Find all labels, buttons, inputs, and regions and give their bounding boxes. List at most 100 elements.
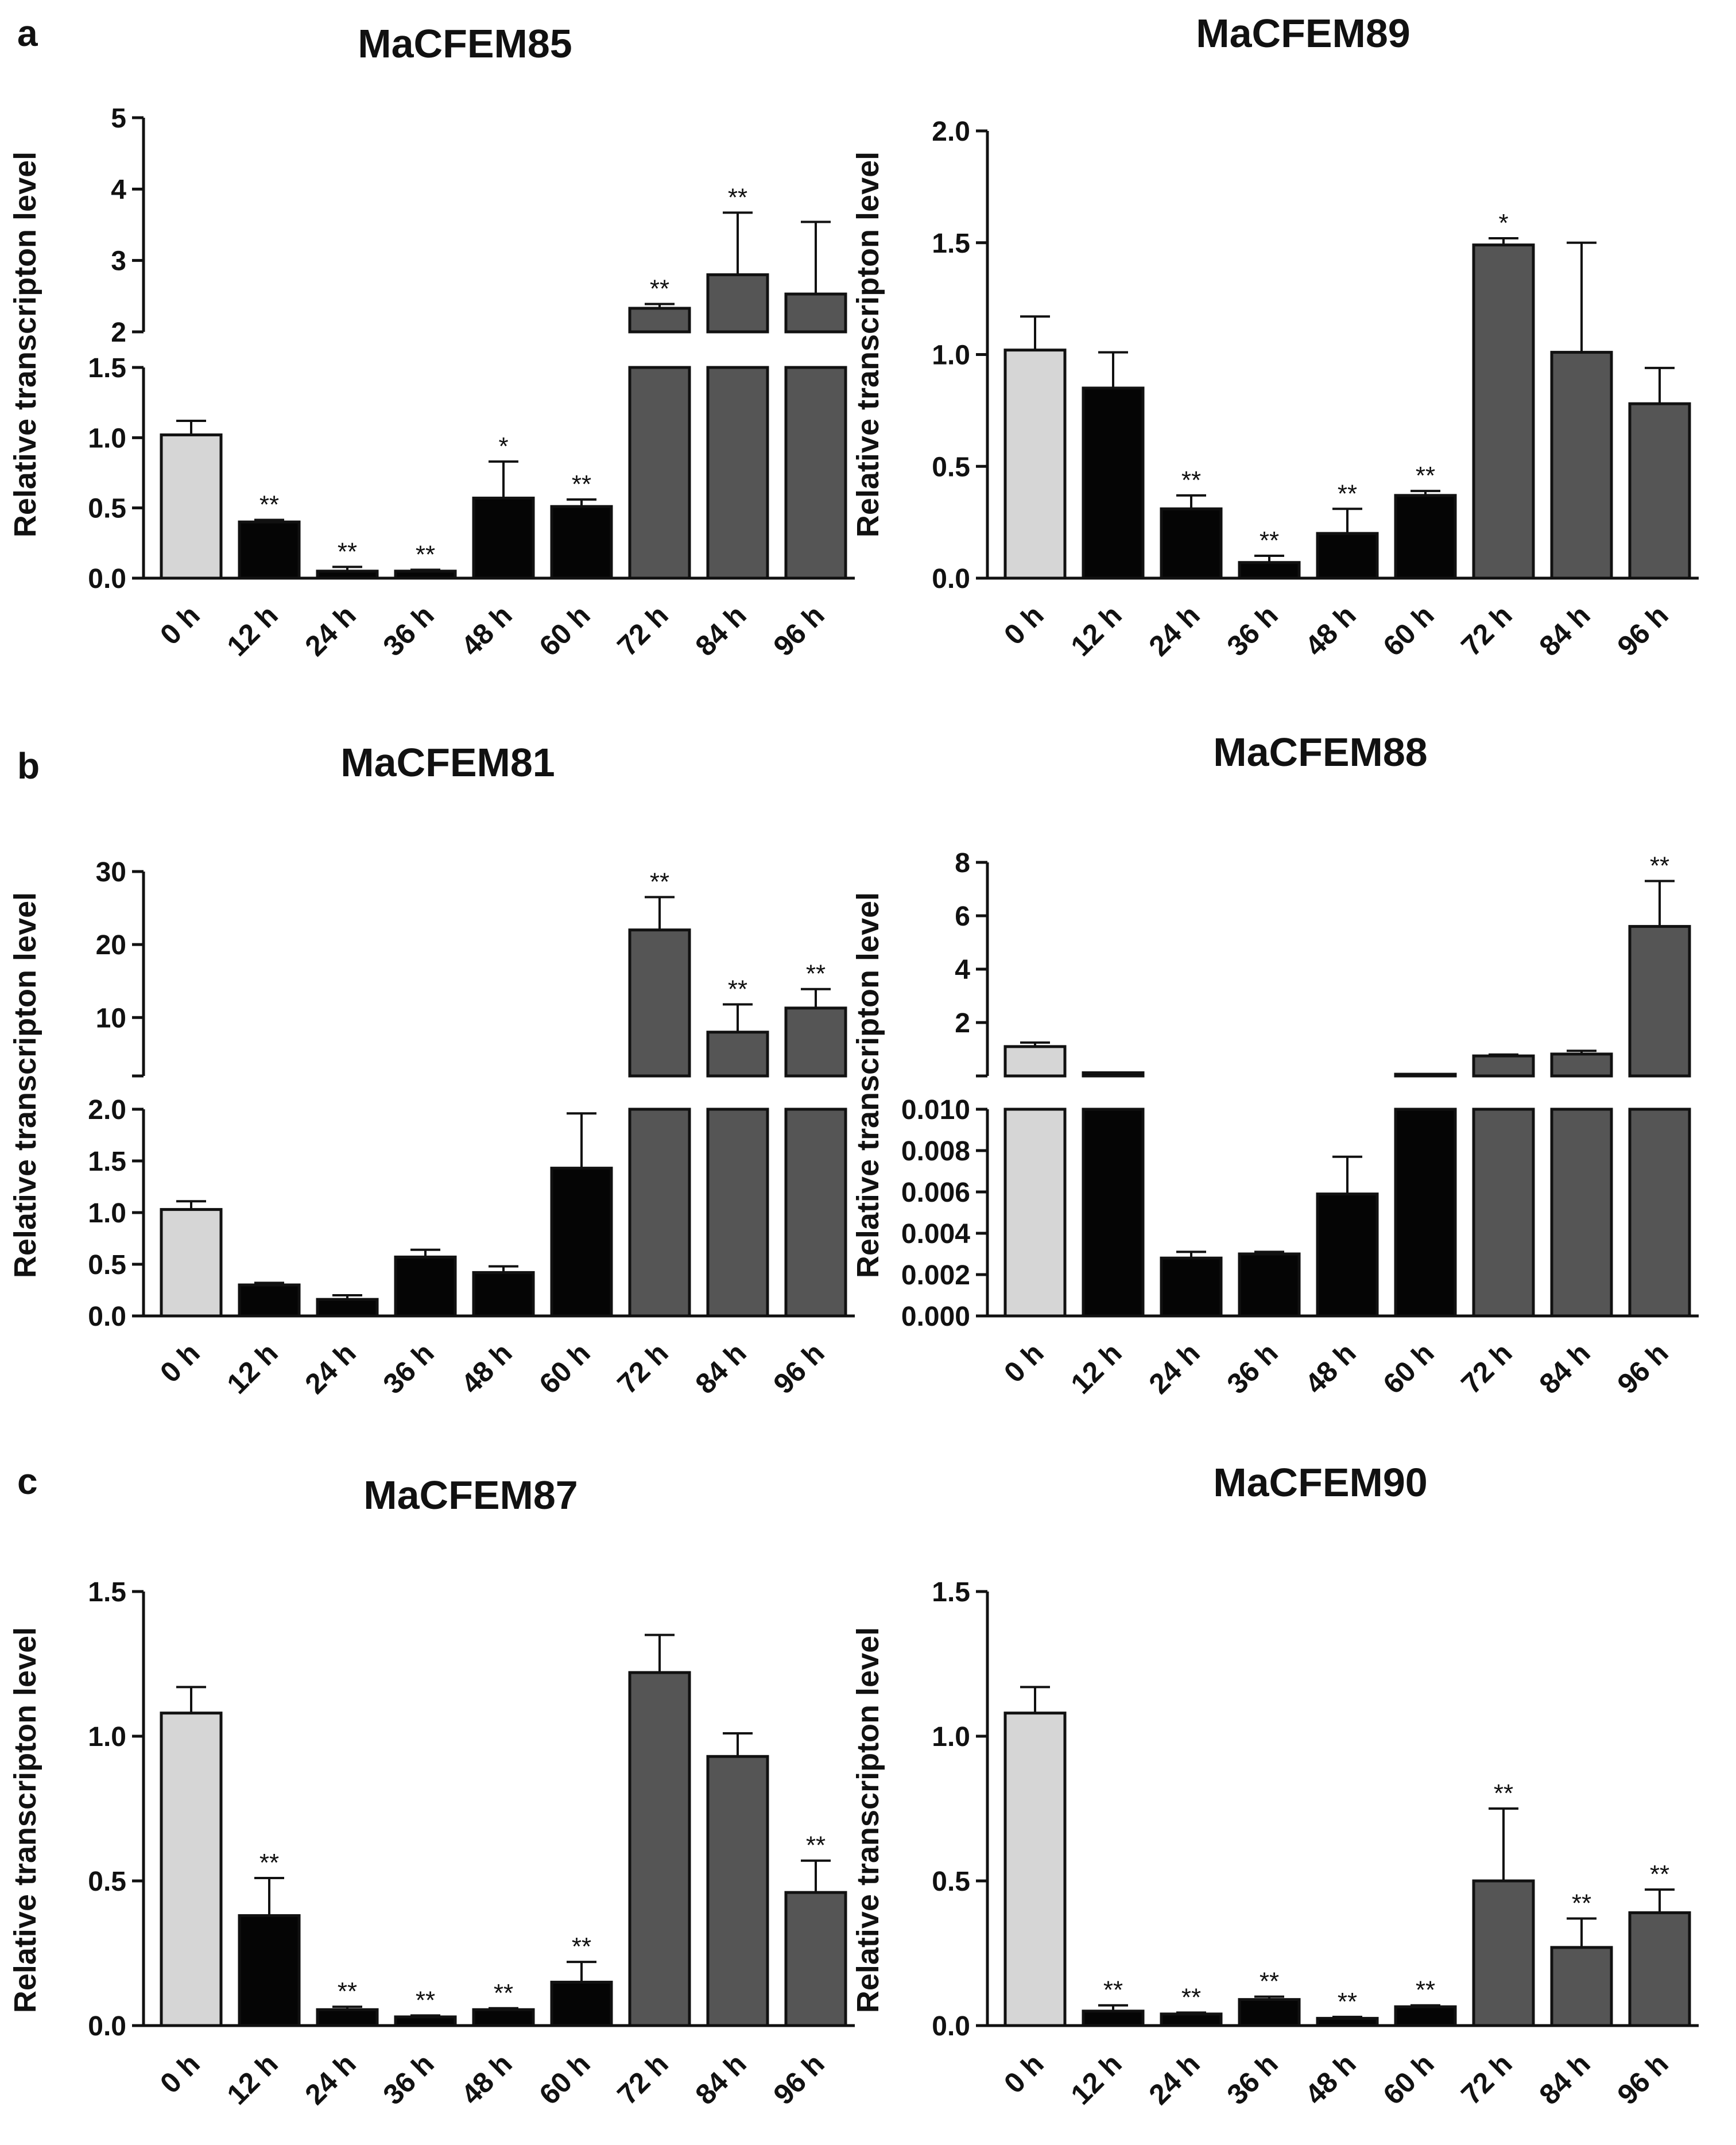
significance-label: ** [1416, 462, 1435, 490]
significance-label: ** [728, 183, 747, 211]
bar-48h [1316, 532, 1379, 580]
y-tick-label: 1.0 [88, 423, 126, 454]
bar-36h [1238, 561, 1301, 580]
bar-72h-upper [628, 307, 691, 334]
bar-24h [1160, 1256, 1223, 1318]
bar-72h [628, 1671, 691, 2027]
bar-12h [238, 1283, 301, 1318]
bar-12h [1082, 2010, 1145, 2027]
y-tick-label: 1.5 [88, 353, 126, 384]
bar-96h-upper [1628, 925, 1691, 1078]
bar-96h-lower [784, 366, 847, 580]
bar-60h [550, 1167, 613, 1318]
bar-48h [472, 497, 535, 580]
bar-12h [1082, 386, 1145, 580]
bar-24h [316, 2008, 379, 2027]
y-tick-label: 0.5 [88, 1867, 126, 1897]
significance-label: ** [1494, 1779, 1513, 1807]
bar-84h-upper [1550, 1052, 1613, 1078]
y-tick-label: 0.008 [901, 1136, 970, 1167]
significance-label: ** [1416, 1976, 1435, 2004]
y-tick-label: 0.006 [901, 1178, 970, 1208]
y-tick-label: 1.0 [932, 1722, 970, 1752]
y-tick-label: 1.5 [932, 229, 970, 259]
significance-label: ** [259, 490, 279, 518]
significance-label: ** [1650, 1860, 1669, 1888]
bar-48h [1316, 2016, 1379, 2027]
bar-36h [394, 1255, 457, 1318]
y-tick-label: 1.0 [88, 1722, 126, 1752]
significance-label: ** [1572, 1890, 1591, 1918]
y-tick-label: 6 [955, 901, 970, 932]
y-tick-label: 2 [955, 1008, 970, 1039]
bar-0h [1003, 1712, 1067, 2027]
y-axis-label: Relative transcripton level [8, 1627, 42, 2013]
bar-36h [394, 570, 457, 580]
y-tick-label: 3 [111, 246, 126, 277]
y-tick-label: 1.5 [88, 1147, 126, 1177]
bar-12h [238, 520, 301, 580]
y-tick-label: 1.5 [932, 1577, 970, 1608]
y-tick-label: 5 [111, 103, 126, 134]
bar-96h-lower [1628, 1108, 1691, 1318]
y-tick-label: 8 [955, 848, 970, 878]
bar-84h-lower [706, 366, 769, 580]
y-tick-label: 30 [96, 857, 126, 888]
bar-36h [1238, 1998, 1301, 2027]
bar-24h [1160, 2012, 1223, 2027]
bar-60h [1394, 494, 1457, 580]
bar-84h-lower [1550, 1108, 1613, 1318]
bar-96h-upper [784, 1006, 847, 1078]
significance-label: ** [416, 540, 435, 568]
significance-label: ** [416, 1986, 435, 2014]
significance-label: ** [650, 868, 669, 896]
bar-96h [784, 1891, 847, 2027]
chart-macfem90: MaCFEM90 Relative transcripton level 0.0… [851, 1460, 1699, 2111]
bar-60h [550, 505, 613, 580]
significance-label: ** [1181, 1983, 1201, 2011]
significance-label: ** [338, 1977, 357, 2005]
bar-84h-lower [706, 1108, 769, 1318]
bar-0h-upper [1003, 1045, 1067, 1078]
y-tick-label: 0.004 [901, 1219, 970, 1249]
y-tick-label: 4 [111, 175, 126, 205]
y-tick-label: 0.002 [901, 1260, 970, 1291]
y-tick-label: 0.5 [88, 494, 126, 524]
chart-title: MaCFEM89 [1196, 11, 1410, 56]
significance-label: ** [1650, 852, 1669, 880]
bar-72h-lower [1472, 1108, 1535, 1318]
significance-label: ** [728, 975, 747, 1003]
bar-60h-upper [1394, 1072, 1457, 1078]
y-tick-label: 2 [111, 318, 126, 348]
y-tick-label: 0.5 [88, 1250, 126, 1280]
y-tick-label: 2.0 [932, 117, 970, 147]
y-tick-label: 0.0 [88, 1302, 126, 1332]
bar-72h [1472, 243, 1535, 580]
y-tick-label: 0.0 [88, 2011, 126, 2042]
bar-48h [1316, 1192, 1379, 1318]
y-tick-label: 20 [96, 930, 126, 961]
panel-letter-a: a [17, 13, 38, 54]
bar-12h [238, 1914, 301, 2027]
bar-72h-lower [628, 1108, 691, 1318]
y-tick-label: 1.5 [88, 1577, 126, 1608]
bar-24h [316, 1298, 379, 1318]
bar-96h-upper [784, 292, 847, 334]
y-axis-label: Relative transcripton level [851, 152, 885, 537]
bar-72h [1472, 1879, 1535, 2027]
bar-96h-lower [784, 1108, 847, 1318]
significance-label: ** [806, 1832, 826, 1860]
significance-label: ** [572, 1933, 591, 1961]
y-tick-label: 0.5 [932, 1867, 970, 1897]
y-tick-label: 0.0 [88, 564, 126, 594]
y-tick-label: 2.0 [88, 1095, 126, 1125]
y-tick-label: 4 [955, 955, 970, 985]
panel-letter-c: c [17, 1461, 38, 1502]
bar-12h-lower [1082, 1108, 1145, 1318]
significance-label: ** [650, 275, 669, 303]
bar-96h [1628, 1911, 1691, 2027]
significance-label: * [498, 432, 508, 460]
bar-0h [160, 1208, 223, 1318]
bar-24h [316, 570, 379, 580]
